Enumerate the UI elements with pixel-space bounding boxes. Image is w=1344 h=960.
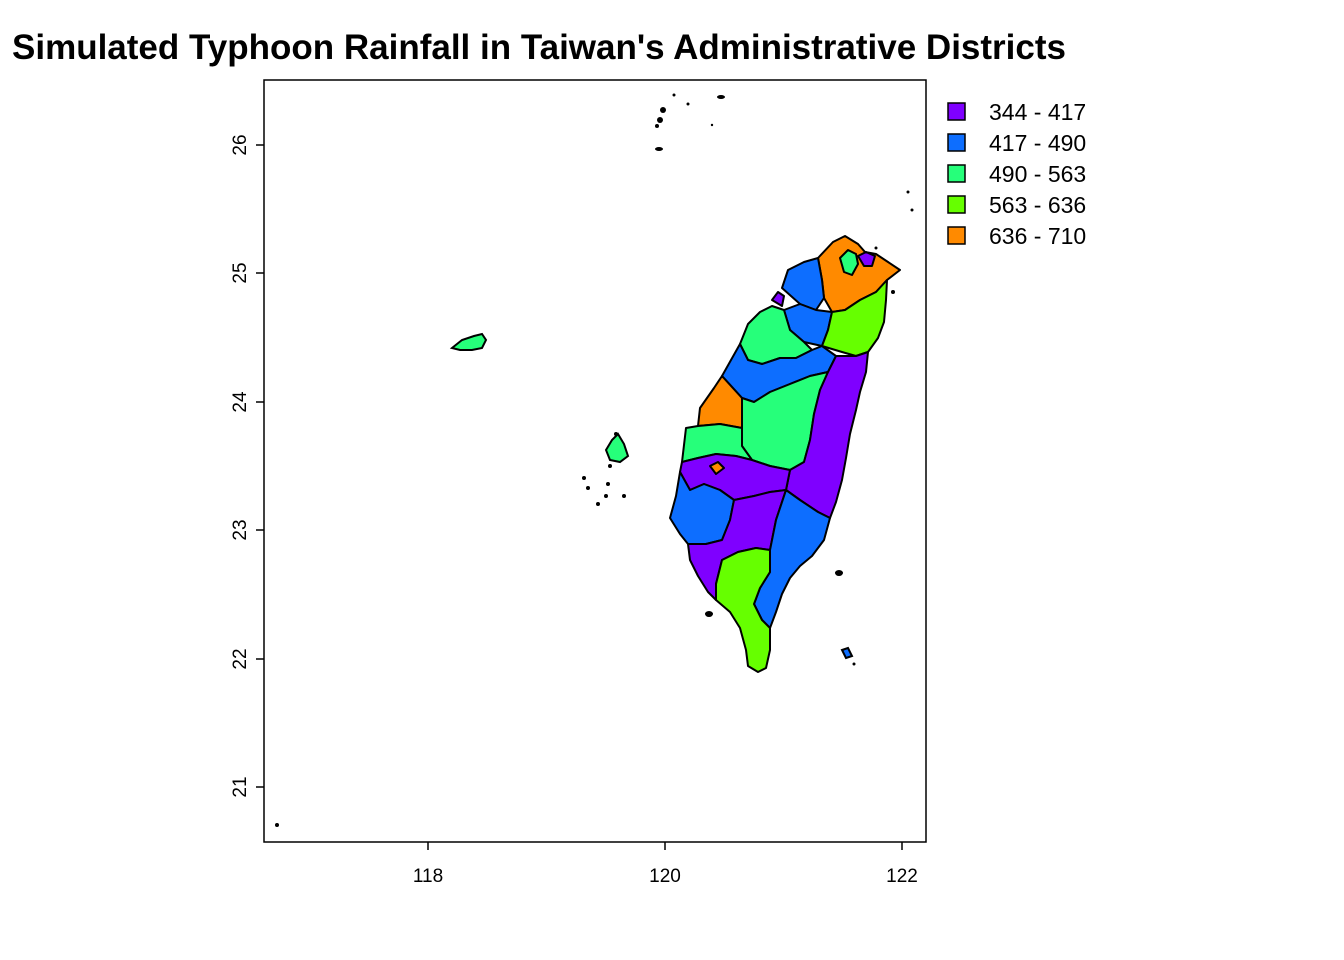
islet-penghu-5 xyxy=(606,482,610,486)
islet-ne-1 xyxy=(906,190,910,194)
district-hualien xyxy=(785,351,869,519)
islet-matsu-5 xyxy=(686,102,690,106)
district-chiayi-city xyxy=(709,461,725,475)
islet-matsu-2 xyxy=(657,117,663,123)
island-lanyu xyxy=(835,570,843,576)
islet-matsu-7 xyxy=(710,123,714,127)
district-yilan xyxy=(821,279,888,357)
y-axis: 21 22 23 24 25 26 xyxy=(230,134,264,798)
islet-matsu-3 xyxy=(655,124,659,128)
islet-penghu-7 xyxy=(596,502,600,506)
legend-label-3: 490 - 563 xyxy=(989,161,1086,187)
island-green-island xyxy=(840,646,854,660)
legend-swatch-2 xyxy=(947,133,966,152)
islet-matsu-6 xyxy=(717,95,725,99)
offshore-islands xyxy=(449,332,854,660)
islet-dots xyxy=(275,93,914,827)
x-tick-label-122: 122 xyxy=(886,866,918,887)
legend-swatch-4 xyxy=(947,195,966,214)
island-penghu xyxy=(604,432,630,464)
legend-swatch-1 xyxy=(947,102,966,121)
islet-penghu-6 xyxy=(604,494,608,498)
y-tick-label-22: 22 xyxy=(230,648,251,669)
islet-taipei-2 xyxy=(874,246,878,250)
legend-label-1: 344 - 417 xyxy=(989,99,1086,125)
legend-swatch-5 xyxy=(947,226,966,245)
island-kinmen xyxy=(449,332,488,351)
islet-southeast xyxy=(852,662,856,666)
y-tick-label-26: 26 xyxy=(230,134,251,155)
islet-penghu-4 xyxy=(586,486,590,490)
y-tick-label-23: 23 xyxy=(230,519,251,540)
islet-ne-2 xyxy=(910,208,914,212)
legend-label-2: 417 - 490 xyxy=(989,130,1086,156)
main-island xyxy=(669,235,901,673)
legend-label-4: 563 - 636 xyxy=(989,192,1086,218)
y-tick-label-25: 25 xyxy=(230,262,251,283)
x-axis: 118 120 122 xyxy=(413,842,918,887)
district-pingtung xyxy=(715,547,771,673)
legend: 344 - 417 417 - 490 490 - 563 563 - 636 … xyxy=(947,99,1086,249)
islet-penghu-1 xyxy=(614,432,618,436)
district-new-taipei xyxy=(817,235,901,313)
islet-southwest xyxy=(275,823,279,827)
district-taoyuan xyxy=(781,257,825,311)
island-liuqiu xyxy=(705,611,713,617)
y-tick-label-24: 24 xyxy=(230,391,251,413)
islet-penghu-3 xyxy=(582,476,586,480)
legend-swatch-3 xyxy=(947,164,966,183)
islet-penghu-2 xyxy=(608,464,612,468)
islet-matsu-1 xyxy=(660,107,666,113)
x-tick-label-118: 118 xyxy=(413,866,443,887)
islet-matsu-4 xyxy=(672,93,676,97)
district-taoyuan-coast xyxy=(771,291,785,307)
islet-taipei-1 xyxy=(891,290,895,294)
plot-frame xyxy=(263,79,927,843)
legend-label-5: 636 - 710 xyxy=(989,223,1086,249)
district-keelung xyxy=(857,251,876,267)
y-tick-label-21: 21 xyxy=(230,776,251,797)
x-tick-label-120: 120 xyxy=(649,866,681,887)
district-taipei xyxy=(839,249,859,276)
islet-matsu-8 xyxy=(655,147,663,151)
islet-penghu-8 xyxy=(622,494,626,498)
map-title: Simulated Typhoon Rainfall in Taiwan's A… xyxy=(12,28,1066,67)
